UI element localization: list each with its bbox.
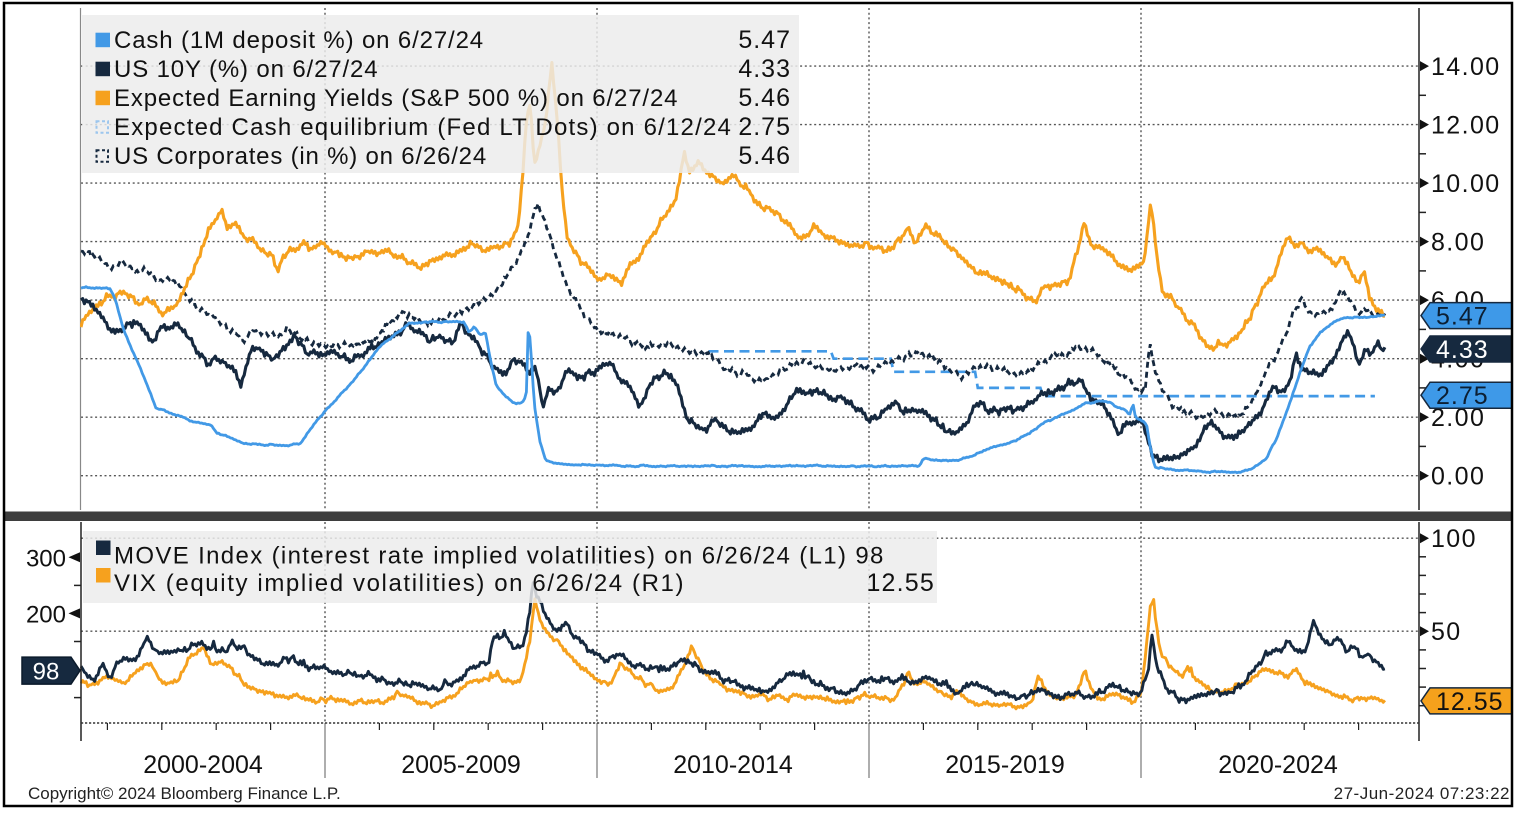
svg-text:27-Jun-2024 07:23:22: 27-Jun-2024 07:23:22 <box>1334 784 1510 803</box>
svg-text:VIX (equity implied volatiliti: VIX (equity implied volatilities) on 6/2… <box>114 570 685 597</box>
svg-text:200: 200 <box>26 601 66 628</box>
svg-text:98: 98 <box>33 659 60 686</box>
svg-text:5.46: 5.46 <box>738 84 791 112</box>
svg-text:5.46: 5.46 <box>738 142 791 170</box>
svg-text:4.33: 4.33 <box>1436 336 1489 364</box>
svg-text:2020-2024: 2020-2024 <box>1218 751 1338 779</box>
svg-text:MOVE Index (interest rate impl: MOVE Index (interest rate implied volati… <box>114 543 885 570</box>
svg-text:12.55: 12.55 <box>1436 688 1504 716</box>
svg-text:50: 50 <box>1431 618 1462 646</box>
svg-text:14.00: 14.00 <box>1431 53 1501 81</box>
svg-text:100: 100 <box>1431 525 1477 553</box>
svg-text:8.00: 8.00 <box>1431 229 1485 257</box>
svg-text:Copyright© 2024 Bloomberg Fina: Copyright© 2024 Bloomberg Finance L.P. <box>28 784 341 803</box>
svg-text:12.00: 12.00 <box>1431 112 1501 140</box>
svg-text:2015-2019: 2015-2019 <box>945 751 1065 779</box>
svg-text:0.00: 0.00 <box>1431 463 1485 491</box>
svg-text:2.75: 2.75 <box>1436 382 1489 410</box>
svg-text:2005-2009: 2005-2009 <box>401 751 521 779</box>
svg-text:12.55: 12.55 <box>866 569 935 597</box>
svg-text:US 10Y (%) on 6/27/24: US 10Y (%) on 6/27/24 <box>114 56 378 83</box>
svg-text:2010-2014: 2010-2014 <box>673 751 793 779</box>
svg-text:300: 300 <box>26 545 66 572</box>
svg-text:2000-2004: 2000-2004 <box>143 751 263 779</box>
svg-text:4.33: 4.33 <box>738 55 791 83</box>
svg-text:Expected Earning Yields (S&P 5: Expected Earning Yields (S&P 500 %) on 6… <box>114 85 678 112</box>
svg-text:10.00: 10.00 <box>1431 170 1501 198</box>
svg-text:5.47: 5.47 <box>1436 303 1489 331</box>
svg-text:Cash (1M deposit %) on 6/27/24: Cash (1M deposit %) on 6/27/24 <box>114 27 484 54</box>
svg-text:US Corporates (in %) on 6/26/2: US Corporates (in %) on 6/26/24 <box>114 143 487 170</box>
svg-text:5.47: 5.47 <box>738 26 791 54</box>
svg-text:2.75: 2.75 <box>738 113 791 141</box>
svg-text:Expected Cash equilibrium (Fed: Expected Cash equilibrium (Fed LT Dots) … <box>114 114 732 141</box>
